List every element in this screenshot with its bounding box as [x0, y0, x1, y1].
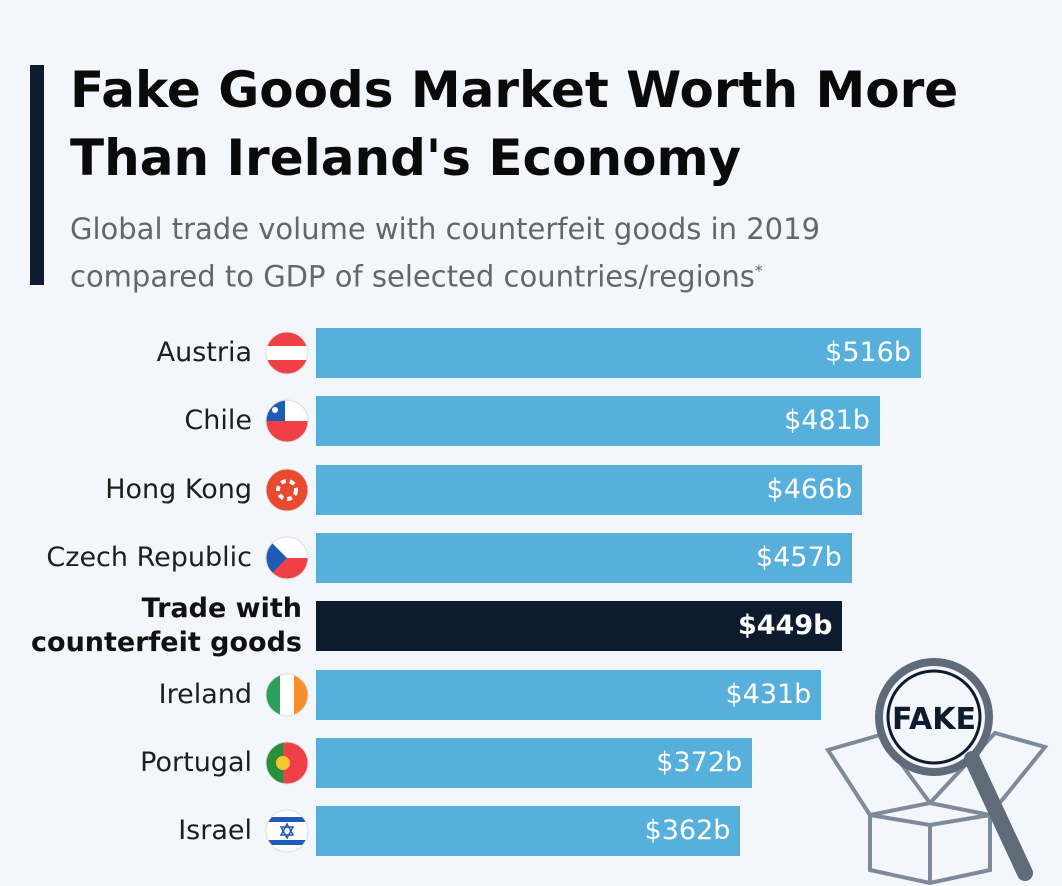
magnifier-ring	[886, 669, 982, 765]
value-label: $362b	[644, 815, 731, 847]
category-label: Hong Kong	[105, 473, 252, 505]
chart-subtitle: Global trade volume with counterfeit goo…	[70, 208, 950, 298]
bar	[316, 806, 741, 857]
category-label: Chile	[184, 405, 252, 437]
chart-title: Fake Goods Market Worth More Than Irelan…	[70, 61, 959, 187]
flag-icon	[265, 536, 309, 580]
value-label: $516b	[825, 337, 911, 368]
bar	[316, 396, 880, 447]
value-label: $372b	[656, 746, 743, 778]
bar	[316, 669, 822, 720]
flag-icon	[265, 673, 309, 716]
flag-icon	[265, 399, 309, 443]
value-label: $431b	[725, 678, 812, 710]
value-label: $457b	[755, 541, 842, 573]
subtitle-text: Global trade volume with counterfeit goo…	[70, 212, 821, 294]
bar	[316, 464, 863, 515]
category-label: Austria	[156, 337, 252, 368]
value-label: $466b	[766, 473, 853, 505]
flag-icon	[265, 468, 309, 512]
magnifier-handle	[964, 751, 1033, 881]
value-label: $449b	[737, 610, 833, 642]
value-label: $481b	[784, 405, 870, 437]
category-label: Israel	[178, 815, 252, 847]
bar	[316, 601, 843, 652]
illustration-text: FAKE	[892, 702, 976, 737]
accent-bar	[30, 65, 44, 285]
category-label: Trade with counterfeit goods	[31, 593, 302, 659]
flag-icon	[265, 331, 309, 375]
bar	[316, 328, 921, 378]
bar	[316, 532, 852, 583]
bar	[316, 737, 753, 788]
category-label: Czech Republic	[46, 541, 252, 573]
footnote-marker: *	[754, 261, 763, 280]
flag-icon	[265, 809, 309, 853]
illustration: FAKE	[824, 658, 1049, 886]
category-label: Portugal	[140, 746, 252, 778]
magnifier-lens	[875, 658, 993, 776]
category-label: Ireland	[158, 678, 252, 710]
flag-icon	[265, 741, 309, 785]
